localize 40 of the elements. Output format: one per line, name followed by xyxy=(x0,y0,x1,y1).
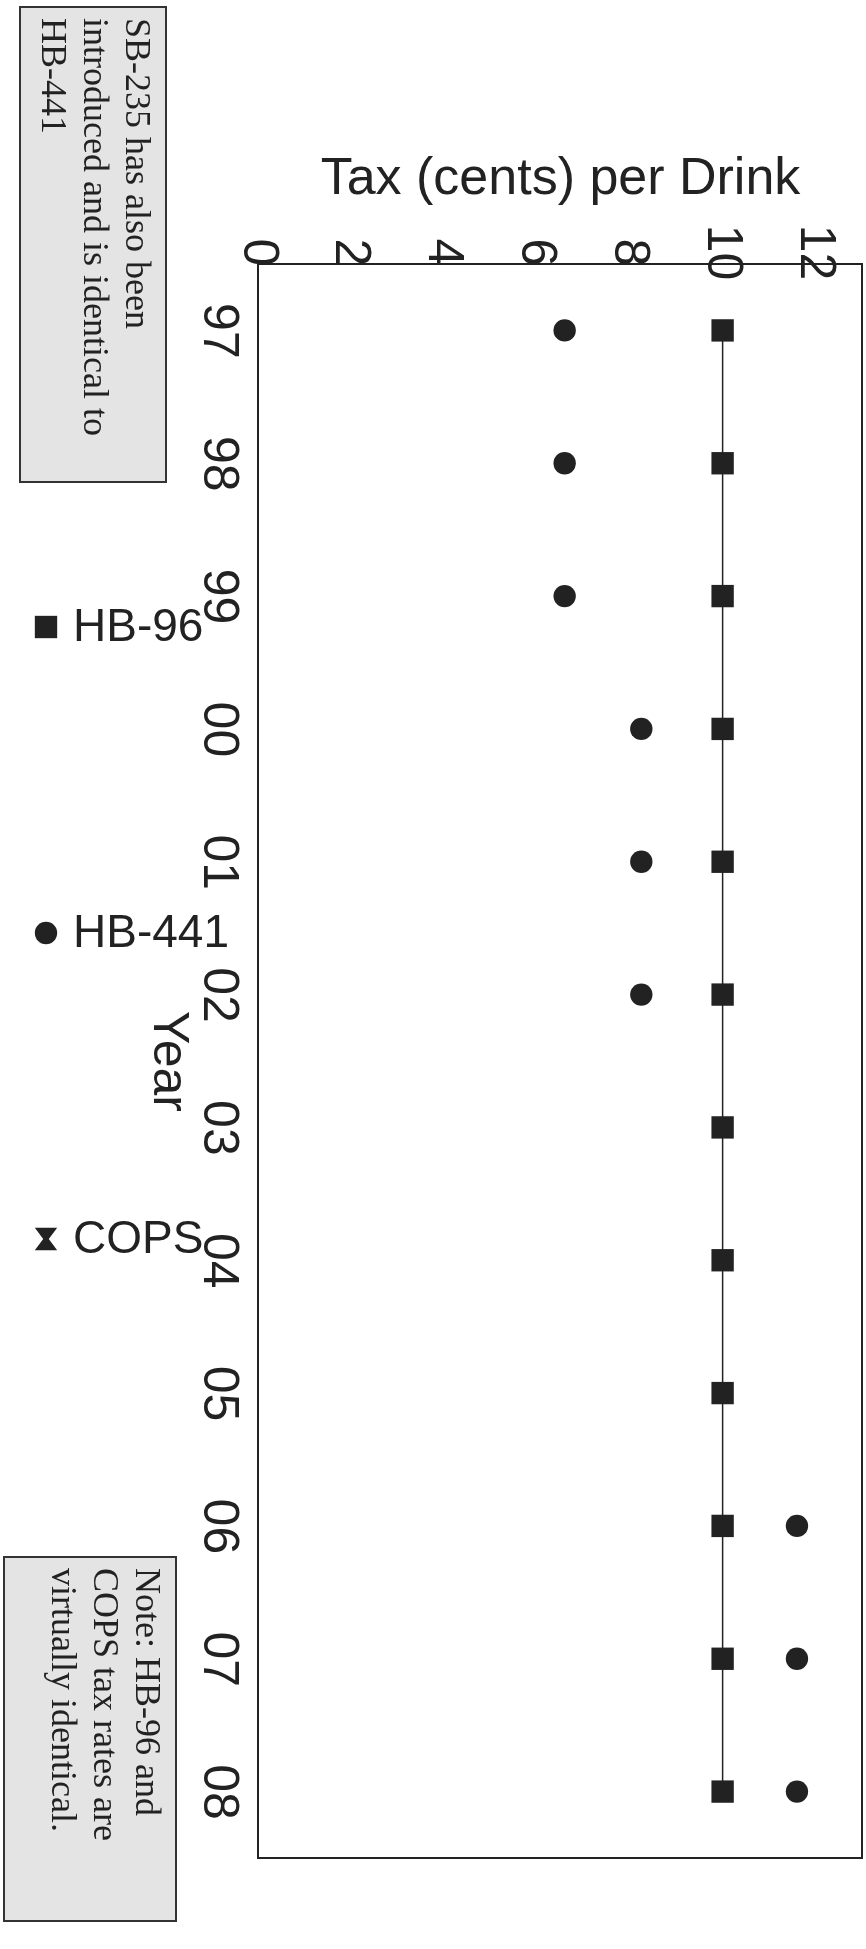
y-tick-label: 97 xyxy=(192,303,249,359)
point xyxy=(630,983,653,1006)
legend-label: HB-441 xyxy=(73,905,229,957)
text: SB-235 has also been introduced and is identical to HB-441 xyxy=(19,6,167,483)
point xyxy=(711,1780,734,1803)
point xyxy=(711,1381,734,1405)
point xyxy=(711,452,734,475)
x-tick-label: 8 xyxy=(604,238,661,267)
point xyxy=(553,319,576,342)
x-tick-label: 12 xyxy=(790,224,847,281)
point xyxy=(711,983,734,1006)
point xyxy=(711,319,734,342)
y-tick-label: 06 xyxy=(192,1498,249,1555)
x-tick-label: 4 xyxy=(418,238,475,267)
text: Note: HB-96 and COPS tax rates are virtually identical. xyxy=(3,1556,177,1922)
point xyxy=(785,1647,809,1670)
x-tick-label: 0 xyxy=(232,238,289,267)
x-axis-title: Tax (cents) per Drink xyxy=(320,146,802,205)
point xyxy=(711,1116,734,1139)
point xyxy=(711,1514,734,1538)
point xyxy=(711,584,734,608)
y-tick-label: 01 xyxy=(192,834,249,891)
point xyxy=(630,850,653,873)
x-tick-label: 10 xyxy=(697,224,754,281)
y-tick-label: 98 xyxy=(192,435,249,492)
y-tick-label: 07 xyxy=(192,1631,249,1688)
point xyxy=(785,1780,809,1803)
point xyxy=(553,584,576,608)
point xyxy=(711,1249,734,1272)
y-tick-label: 05 xyxy=(192,1365,249,1422)
point xyxy=(711,850,734,873)
x-tick-label: 6 xyxy=(511,238,568,267)
point xyxy=(553,452,576,475)
point xyxy=(711,717,734,741)
y-tick-label: 00 xyxy=(192,701,249,758)
x-tick-label: 2 xyxy=(325,238,382,267)
y-tick-label: 08 xyxy=(192,1764,249,1820)
point xyxy=(630,717,653,741)
point xyxy=(785,1514,809,1538)
point xyxy=(711,1647,734,1670)
